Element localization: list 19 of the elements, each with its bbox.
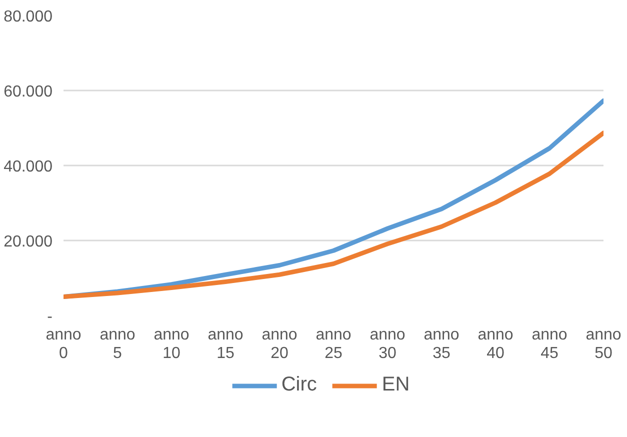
x-tick-label: anno 35 (424, 326, 460, 362)
legend-label: EN (382, 374, 410, 396)
x-tick-label: anno 15 (208, 326, 244, 362)
x-tick-label: anno 0 (46, 326, 82, 362)
x-tick-label: anno 25 (316, 326, 352, 362)
x-tick-label: anno 40 (478, 326, 514, 362)
y-tick-label: 60.000 (4, 84, 53, 100)
y-tick-label: 80.000 (4, 8, 53, 26)
x-tick-label: anno 30 (370, 326, 406, 362)
x-tick-label: anno 10 (154, 326, 190, 362)
x-tick-label: anno 45 (532, 326, 568, 362)
x-tick-label: anno 5 (100, 326, 136, 362)
y-tick-label: 20.000 (4, 234, 53, 250)
legend-label: Circ (281, 374, 317, 396)
x-tick-label: anno 50 (586, 326, 622, 362)
y-tick-label: 40.000 (4, 158, 53, 176)
x-tick-label: anno 20 (262, 326, 298, 362)
y-tick-label: - (47, 308, 52, 326)
line-series (64, 130, 604, 299)
